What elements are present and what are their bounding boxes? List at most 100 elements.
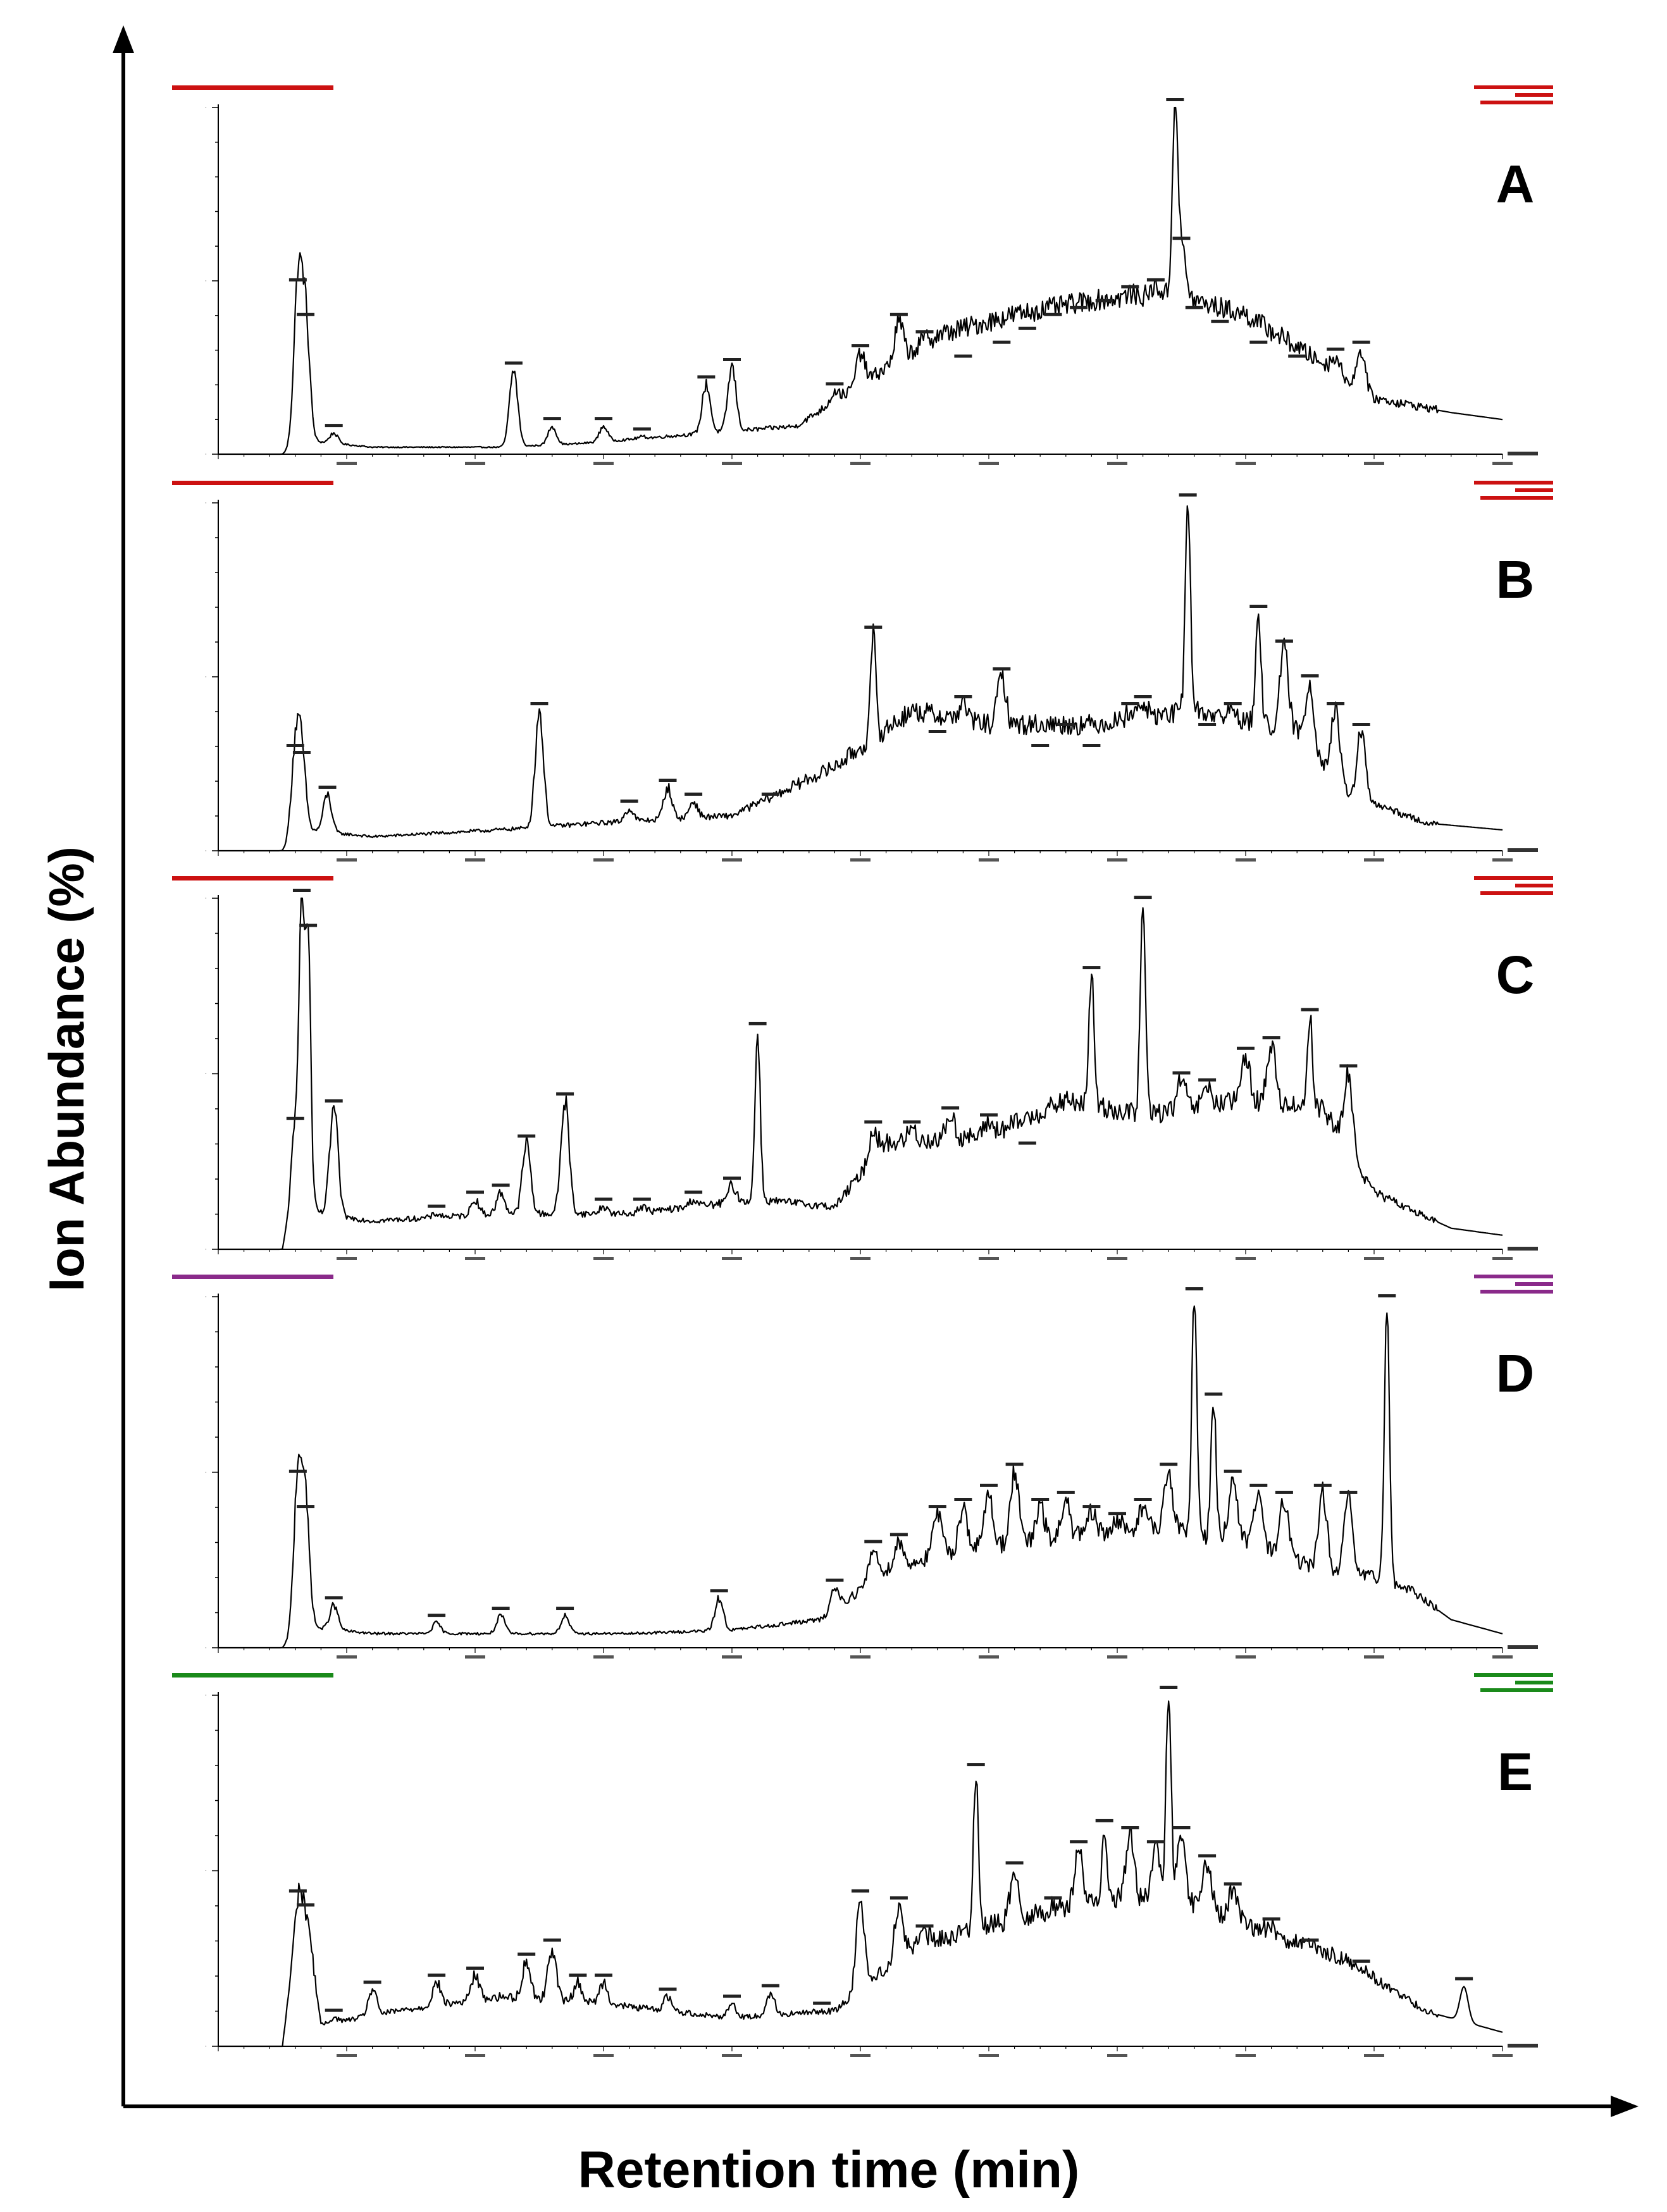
x-tick-label-mark bbox=[1364, 1655, 1384, 1659]
run-info-mark bbox=[1515, 1282, 1553, 1286]
x-tick-label-mark bbox=[465, 2054, 485, 2057]
peak-label-d-15 bbox=[1057, 1490, 1075, 1494]
peak-label-b-11 bbox=[993, 667, 1011, 670]
peak-label-d-6 bbox=[710, 1589, 728, 1593]
run-name-mark bbox=[172, 1275, 333, 1279]
peak-label-a-27 bbox=[1327, 347, 1345, 351]
peak-label-e-22 bbox=[1121, 1826, 1139, 1829]
peak-label-c-19 bbox=[1082, 966, 1101, 970]
peak-label-b-0 bbox=[286, 744, 304, 747]
axis-end-mark bbox=[1508, 1645, 1538, 1649]
panel-b: · · · B bbox=[172, 481, 1553, 862]
x-axis-arrowhead bbox=[1611, 2096, 1639, 2117]
y-tick-mark-label: · bbox=[205, 1247, 207, 1253]
peak-label-d-21 bbox=[1205, 1392, 1223, 1396]
peak-label-b-17 bbox=[1179, 493, 1197, 497]
chromatogram-panels: · · · A · · · B · · · C · · · D · · · E bbox=[172, 85, 1553, 2057]
peak-label-c-7 bbox=[517, 1134, 536, 1138]
x-tick-label-mark bbox=[1107, 1655, 1127, 1659]
axis-end-mark bbox=[1508, 1247, 1538, 1251]
peak-label-d-17 bbox=[1108, 1512, 1126, 1516]
peak-label-d-9 bbox=[889, 1533, 908, 1536]
x-tick-label-mark bbox=[593, 858, 614, 862]
peak-label-e-26 bbox=[1198, 1854, 1217, 1858]
x-tick-label-mark bbox=[1364, 858, 1384, 862]
peak-label-e-29 bbox=[1301, 1938, 1319, 1942]
y-tick-mark-label: · bbox=[205, 1470, 207, 1476]
peak-label-a-2 bbox=[325, 424, 343, 428]
peak-label-e-23 bbox=[1146, 1840, 1165, 1844]
peak-label-e-20 bbox=[1070, 1840, 1088, 1844]
peak-label-d-1 bbox=[297, 1505, 315, 1509]
peak-label-c-18 bbox=[1018, 1141, 1036, 1145]
peak-label-e-11 bbox=[723, 1994, 741, 1998]
peak-label-a-0 bbox=[288, 278, 307, 281]
peak-label-a-14 bbox=[993, 340, 1011, 344]
x-axis-label: Retention time (min) bbox=[578, 2141, 1080, 2199]
x-tick-label-mark bbox=[722, 858, 742, 862]
x-tick-label-mark bbox=[850, 858, 871, 862]
x-tick-label-mark bbox=[722, 462, 742, 465]
peak-label-a-8 bbox=[723, 358, 741, 361]
y-tick-mark-label: · bbox=[205, 1294, 207, 1301]
peak-label-a-13 bbox=[954, 354, 972, 358]
peak-label-d-22 bbox=[1224, 1469, 1242, 1473]
peak-label-b-21 bbox=[1275, 640, 1293, 643]
peak-label-c-26 bbox=[1339, 1064, 1358, 1068]
peak-label-d-10 bbox=[928, 1505, 946, 1509]
peak-label-e-31 bbox=[1455, 1977, 1473, 1980]
y-tick-mark-label: · bbox=[205, 2044, 207, 2050]
peak-label-b-23 bbox=[1327, 702, 1345, 705]
peak-label-b-12 bbox=[1031, 744, 1050, 747]
peak-label-d-2 bbox=[325, 1596, 343, 1600]
peak-label-b-13 bbox=[1057, 723, 1075, 726]
peak-label-a-24 bbox=[1211, 319, 1229, 323]
peak-label-e-6 bbox=[517, 1952, 536, 1956]
peak-label-a-3 bbox=[504, 361, 523, 365]
x-tick-label-mark bbox=[722, 1257, 742, 1260]
peak-label-c-14 bbox=[864, 1120, 883, 1124]
peak-label-d-12 bbox=[980, 1483, 998, 1487]
y-tick-mark-label: · bbox=[205, 674, 207, 681]
peak-label-e-14 bbox=[852, 1889, 869, 1893]
peak-label-e-10 bbox=[659, 1987, 677, 1991]
peak-label-a-17 bbox=[1070, 306, 1088, 309]
run-info-mark bbox=[1474, 481, 1553, 485]
run-info-mark bbox=[1515, 488, 1553, 492]
peak-label-a-23 bbox=[1185, 306, 1203, 309]
run-name-mark bbox=[172, 85, 333, 90]
peak-label-b-7 bbox=[761, 793, 779, 796]
x-tick-label-mark bbox=[1236, 462, 1256, 465]
chromatogram-trace-a bbox=[218, 106, 1503, 455]
peak-label-b-6 bbox=[685, 793, 703, 796]
x-tick-label-mark bbox=[979, 1257, 999, 1260]
x-tick-label-mark bbox=[1236, 1655, 1256, 1659]
peak-label-c-16 bbox=[941, 1106, 960, 1110]
peak-label-c-6 bbox=[492, 1183, 510, 1187]
x-tick-label-mark bbox=[593, 2054, 614, 2057]
peak-label-e-25 bbox=[1172, 1826, 1191, 1829]
y-tick-mark-label: · bbox=[205, 1072, 207, 1078]
outer-axes bbox=[113, 25, 1639, 2117]
peak-label-c-22 bbox=[1198, 1078, 1217, 1082]
peak-label-a-10 bbox=[852, 344, 869, 348]
x-tick-label-mark bbox=[337, 858, 357, 862]
x-tick-label-mark bbox=[1236, 1257, 1256, 1260]
x-tick-label-mark bbox=[593, 462, 614, 465]
run-info-mark bbox=[1515, 1681, 1553, 1684]
peak-label-a-12 bbox=[915, 330, 934, 334]
y-tick-mark-label: · bbox=[205, 1693, 207, 1699]
peak-label-e-27 bbox=[1224, 1882, 1242, 1886]
peak-label-b-9 bbox=[928, 730, 946, 733]
peak-label-a-16 bbox=[1044, 312, 1062, 316]
x-tick-label-mark bbox=[850, 462, 871, 465]
chromatogram-trace-c bbox=[218, 897, 1503, 1251]
peak-label-e-30 bbox=[1352, 1959, 1370, 1963]
peak-label-d-23 bbox=[1249, 1483, 1268, 1487]
peak-label-e-17 bbox=[967, 1763, 985, 1767]
x-tick-label-mark bbox=[465, 1257, 485, 1260]
panel-c: · · · C bbox=[172, 876, 1553, 1260]
peak-label-d-3 bbox=[428, 1614, 446, 1617]
y-tick-mark-label: · bbox=[205, 452, 207, 458]
